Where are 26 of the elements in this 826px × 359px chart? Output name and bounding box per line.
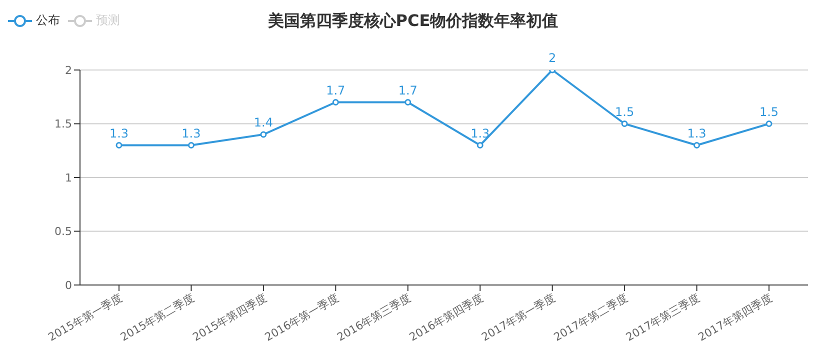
data-label: 1.5 [759,104,779,119]
chart-title: 美国第四季度核心PCE物价指数年率初值 [268,11,558,30]
data-label: 1.7 [326,83,346,98]
point [260,131,267,138]
point [694,142,700,148]
legend-label: 公布 [36,12,60,29]
data-label: 1.4 [254,116,273,130]
data-label: 1.3 [687,126,706,140]
point [404,99,412,106]
point [116,142,122,148]
data-label: 2 [548,51,556,65]
y-tick-label: 1 [65,171,72,184]
y-tick-label: 0.5 [54,225,72,238]
point [476,142,484,148]
data-label: 1.3 [109,126,129,140]
y-tick-label: 1.5 [54,118,72,131]
point [188,142,194,148]
point [332,99,339,106]
data-label: 1.3 [470,126,490,140]
data-label: 1.3 [182,126,201,140]
data-label: 1.5 [615,104,634,119]
point [621,120,628,127]
data-label: 1.7 [398,83,418,98]
point [766,120,772,127]
y-tick-label: 2 [65,64,72,77]
y-tick-label: 0 [65,278,72,292]
